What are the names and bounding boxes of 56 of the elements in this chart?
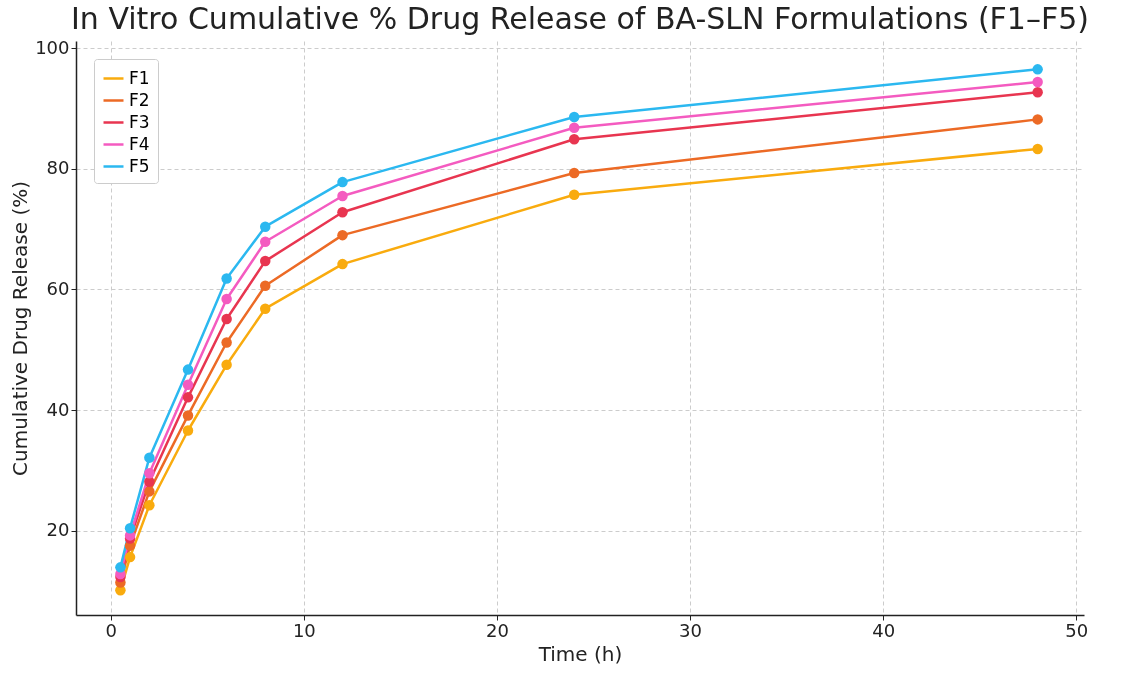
point bbox=[124, 522, 136, 534]
y-tick-label: 40 bbox=[46, 398, 70, 420]
point bbox=[182, 392, 194, 403]
point bbox=[182, 364, 194, 375]
y-axis-title: Cumulative Drug Release (%) bbox=[8, 181, 33, 476]
point bbox=[260, 280, 271, 292]
point bbox=[337, 207, 348, 218]
x-tick-label: 20 bbox=[486, 619, 509, 641]
point bbox=[1032, 76, 1043, 88]
point bbox=[337, 258, 348, 270]
x-tick-label: 0 bbox=[105, 619, 117, 641]
y-tick-label: 100 bbox=[35, 36, 70, 58]
y-tick-label: 80 bbox=[46, 157, 70, 179]
legend-label: F3 bbox=[129, 111, 150, 132]
point bbox=[144, 468, 155, 479]
point bbox=[1032, 114, 1043, 125]
point bbox=[221, 359, 232, 371]
y-tick-label: 60 bbox=[46, 277, 70, 299]
point bbox=[144, 452, 155, 463]
x-tick-label: 10 bbox=[292, 619, 316, 641]
point bbox=[260, 236, 271, 248]
point bbox=[1032, 64, 1043, 75]
point bbox=[260, 255, 271, 267]
point bbox=[182, 410, 194, 421]
point bbox=[260, 303, 271, 314]
x-tick-label: 40 bbox=[872, 619, 896, 641]
legend-label: F2 bbox=[129, 89, 150, 110]
point bbox=[221, 337, 232, 348]
point bbox=[124, 551, 136, 563]
point bbox=[337, 229, 348, 241]
point bbox=[568, 122, 580, 134]
legend-label: F1 bbox=[129, 67, 150, 88]
legend-label: F4 bbox=[129, 133, 150, 154]
point bbox=[568, 111, 580, 123]
point bbox=[221, 293, 232, 305]
y-tick-label: 20 bbox=[46, 519, 70, 541]
point bbox=[260, 221, 271, 232]
point bbox=[221, 313, 232, 325]
point bbox=[1032, 87, 1043, 98]
point bbox=[568, 189, 580, 200]
chart-title: In Vitro Cumulative % Drug Release of BA-SLN Formulations (F1–F5) bbox=[71, 1, 1089, 37]
point bbox=[1032, 143, 1043, 155]
x-axis-title: Time (h) bbox=[537, 641, 623, 666]
point bbox=[144, 486, 155, 497]
point bbox=[337, 190, 348, 202]
point bbox=[182, 379, 194, 390]
x-tick-label: 50 bbox=[1065, 619, 1089, 641]
point bbox=[115, 562, 126, 573]
point bbox=[337, 176, 348, 188]
point bbox=[568, 134, 580, 145]
x-tick-label: 30 bbox=[679, 619, 703, 641]
point bbox=[182, 425, 194, 436]
point bbox=[568, 167, 580, 179]
point bbox=[221, 273, 232, 284]
legend-label: F5 bbox=[129, 155, 150, 176]
point bbox=[144, 500, 155, 511]
